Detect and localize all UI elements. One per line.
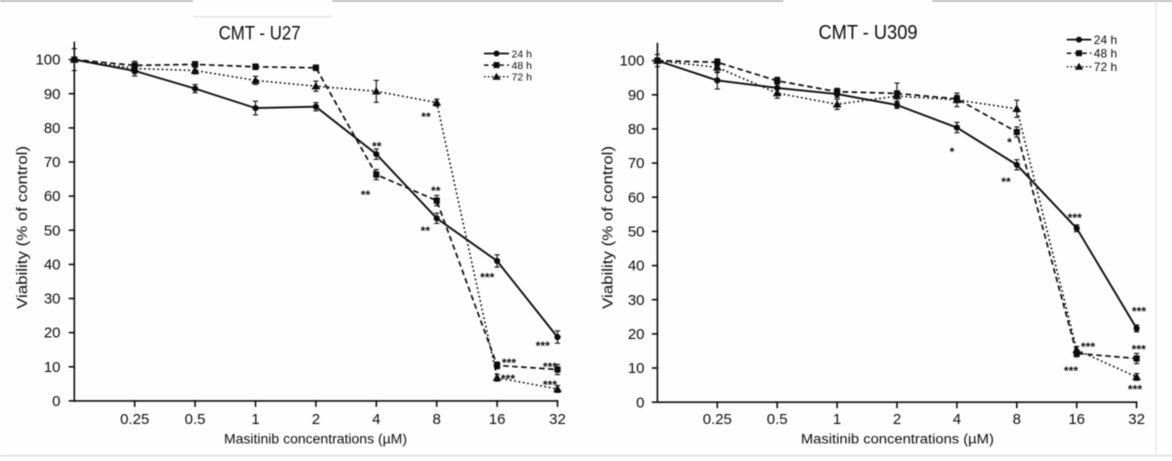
svg-text:4: 4	[953, 411, 961, 428]
svg-text:***: ***	[536, 339, 550, 353]
svg-text:Masitinib concentrations (µM): Masitinib concentrations (µM)	[224, 431, 407, 446]
svg-text:72 h: 72 h	[1094, 60, 1117, 74]
svg-text:***: ***	[1132, 342, 1146, 356]
svg-text:50: 50	[628, 224, 645, 241]
svg-text:**: **	[421, 110, 431, 124]
svg-text:0.25: 0.25	[120, 411, 149, 428]
svg-text:**: **	[361, 188, 371, 202]
svg-text:30: 30	[628, 292, 645, 309]
svg-text:***: ***	[1064, 364, 1078, 378]
svg-text:10: 10	[628, 360, 645, 377]
svg-text:1: 1	[833, 411, 841, 428]
svg-text:Viability (% of control): Viability (% of control)	[14, 146, 31, 309]
svg-text:CMT - U27: CMT - U27	[219, 23, 301, 45]
svg-text:48 h: 48 h	[1094, 47, 1117, 61]
svg-text:100: 100	[619, 53, 644, 70]
svg-text:***: ***	[543, 378, 557, 392]
svg-text:24 h: 24 h	[512, 48, 533, 60]
svg-text:10: 10	[44, 359, 61, 376]
svg-text:72 h: 72 h	[512, 72, 533, 84]
svg-text:32: 32	[1128, 411, 1145, 428]
svg-text:16: 16	[489, 411, 506, 428]
svg-text:***: ***	[502, 356, 516, 370]
svg-text:0.5: 0.5	[767, 411, 788, 428]
svg-text:*: *	[1007, 135, 1012, 149]
svg-text:***: ***	[543, 360, 557, 374]
svg-text:16: 16	[1068, 411, 1085, 428]
svg-text:Viability (% of control): Viability (% of control)	[600, 146, 617, 309]
svg-text:20: 20	[628, 326, 645, 343]
svg-text:30: 30	[44, 291, 61, 308]
svg-text:90: 90	[628, 87, 645, 104]
svg-text:8: 8	[433, 411, 441, 428]
svg-text:60: 60	[44, 188, 61, 205]
svg-text:0: 0	[52, 393, 60, 410]
svg-text:24 h: 24 h	[1094, 33, 1117, 47]
svg-text:**: **	[431, 184, 441, 198]
svg-text:80: 80	[628, 121, 645, 138]
svg-text:***: ***	[1132, 304, 1146, 318]
svg-text:0: 0	[636, 394, 644, 411]
svg-text:0.25: 0.25	[703, 411, 732, 428]
svg-text:2: 2	[312, 411, 320, 428]
svg-text:0.5: 0.5	[185, 411, 206, 428]
svg-text:20: 20	[44, 325, 61, 342]
svg-text:80: 80	[44, 120, 61, 137]
svg-text:8: 8	[1013, 411, 1021, 428]
svg-text:***: ***	[1081, 340, 1095, 354]
svg-text:90: 90	[44, 86, 61, 103]
svg-text:**: **	[372, 139, 382, 153]
svg-text:**: **	[1001, 175, 1011, 189]
svg-text:4: 4	[372, 411, 380, 428]
svg-text:32: 32	[549, 411, 566, 428]
svg-text:60: 60	[628, 189, 645, 206]
svg-text:40: 40	[44, 257, 61, 274]
svg-text:70: 70	[44, 154, 61, 171]
svg-text:40: 40	[628, 258, 645, 275]
svg-text:CMT - U309: CMT - U309	[819, 21, 918, 44]
svg-text:70: 70	[628, 155, 645, 172]
svg-text:***: ***	[1128, 383, 1142, 397]
svg-text:***: ***	[480, 270, 494, 284]
svg-text:2: 2	[893, 411, 901, 428]
svg-text:Masitinib concentrations (µM): Masitinib concentrations (µM)	[801, 431, 994, 447]
svg-text:100: 100	[35, 52, 60, 69]
svg-text:50: 50	[44, 222, 61, 239]
svg-text:48 h: 48 h	[512, 60, 533, 72]
svg-text:*: *	[950, 145, 955, 159]
svg-text:**: **	[421, 224, 431, 238]
svg-text:***: ***	[1068, 211, 1082, 225]
svg-text:***: ***	[501, 372, 515, 386]
svg-text:1: 1	[251, 411, 259, 428]
